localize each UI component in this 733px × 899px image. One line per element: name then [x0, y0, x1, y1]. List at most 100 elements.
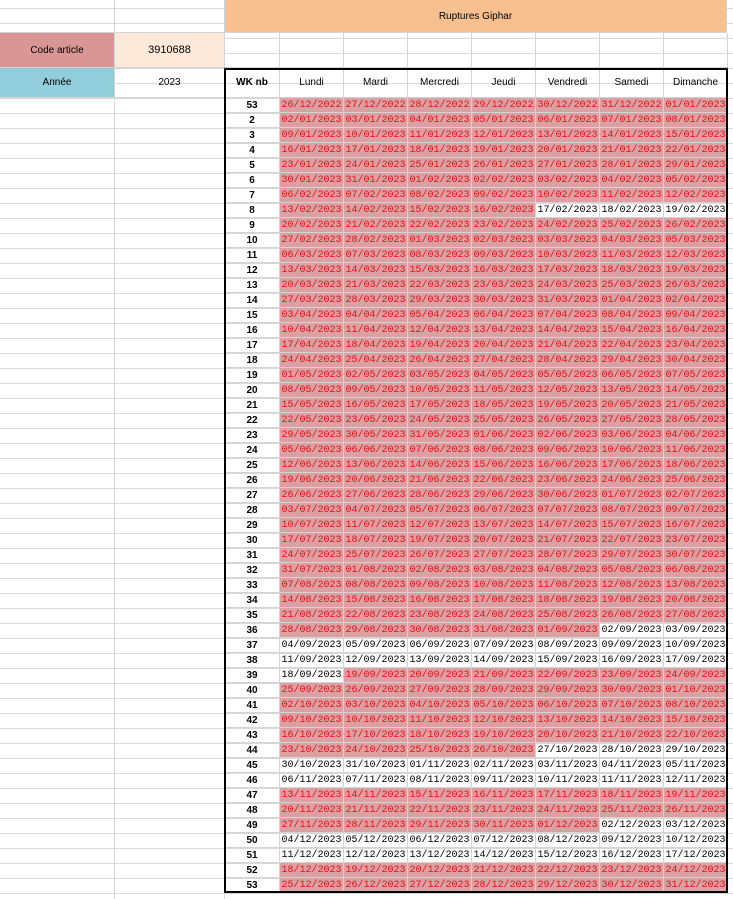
date-rupture: 25/10/2023 [408, 743, 472, 758]
date-rupture: 21/10/2023 [600, 728, 664, 743]
week-number: 25 [225, 458, 280, 473]
date-rupture: 01/01/2023 [664, 98, 728, 113]
date-rupture: 26/12/2022 [280, 98, 344, 113]
date-rupture: 12/01/2023 [472, 128, 536, 143]
date-rupture: 14/08/2023 [280, 593, 344, 608]
date: 06/11/2023 [280, 773, 344, 788]
date-rupture: 28/12/2022 [408, 98, 472, 113]
date: 03/11/2023 [536, 758, 600, 773]
date-rupture: 21/12/2023 [472, 863, 536, 878]
date-rupture: 26/10/2023 [472, 743, 536, 758]
date-rupture: 05/03/2023 [664, 233, 728, 248]
date-rupture: 02/06/2023 [536, 428, 600, 443]
date-rupture: 01/10/2023 [664, 683, 728, 698]
date: 09/12/2023 [600, 833, 664, 848]
date-rupture: 10/10/2023 [344, 713, 408, 728]
date-rupture: 12/05/2023 [536, 383, 600, 398]
date-rupture: 01/02/2023 [408, 173, 472, 188]
date-rupture: 16/03/2023 [472, 263, 536, 278]
date-rupture: 26/12/2023 [344, 878, 408, 893]
week-number: 52 [225, 863, 280, 878]
date-rupture: 30/03/2023 [472, 293, 536, 308]
date-rupture: 14/04/2023 [536, 323, 600, 338]
date-rupture: 15/01/2023 [664, 128, 728, 143]
day-header: Vendredi [536, 68, 600, 98]
date-rupture: 01/06/2023 [472, 428, 536, 443]
date-rupture: 20/06/2023 [344, 473, 408, 488]
date-rupture: 28/07/2023 [536, 548, 600, 563]
week-number: 11 [225, 248, 280, 263]
date-rupture: 31/08/2023 [472, 623, 536, 638]
date-rupture: 19/03/2023 [664, 263, 728, 278]
date: 08/11/2023 [408, 773, 472, 788]
date-rupture: 03/01/2023 [344, 113, 408, 128]
date-rupture: 19/01/2023 [472, 143, 536, 158]
date-rupture: 24/01/2023 [344, 158, 408, 173]
date-rupture: 23/12/2023 [600, 863, 664, 878]
date: 02/12/2023 [600, 818, 664, 833]
date-rupture: 06/10/2023 [536, 698, 600, 713]
week-number: 21 [225, 398, 280, 413]
date-rupture: 09/08/2023 [408, 578, 472, 593]
date-rupture: 05/10/2023 [472, 698, 536, 713]
week-number: 31 [225, 548, 280, 563]
date-rupture: 29/12/2023 [536, 878, 600, 893]
day-header: Samedi [600, 68, 664, 98]
date-rupture: 09/05/2023 [344, 383, 408, 398]
date-rupture: 25/07/2023 [344, 548, 408, 563]
date-rupture: 27/07/2023 [472, 548, 536, 563]
date-rupture: 22/10/2023 [664, 728, 728, 743]
date-rupture: 31/07/2023 [280, 563, 344, 578]
date: 19/02/2023 [664, 203, 728, 218]
date-rupture: 10/07/2023 [280, 518, 344, 533]
date-rupture: 04/08/2023 [536, 563, 600, 578]
date-rupture: 12/07/2023 [408, 518, 472, 533]
date-rupture: 23/07/2023 [664, 533, 728, 548]
date-rupture: 31/12/2022 [600, 98, 664, 113]
date-rupture: 09/07/2023 [664, 503, 728, 518]
date-rupture: 16/04/2023 [664, 323, 728, 338]
date-rupture: 02/01/2023 [280, 113, 344, 128]
date: 14/12/2023 [472, 848, 536, 863]
date-rupture: 14/11/2023 [344, 788, 408, 803]
date-rupture: 10/01/2023 [344, 128, 408, 143]
date-rupture: 15/05/2023 [280, 398, 344, 413]
week-number: 46 [225, 773, 280, 788]
date-rupture: 20/08/2023 [664, 593, 728, 608]
date-rupture: 24/03/2023 [536, 278, 600, 293]
date-rupture: 24/06/2023 [600, 473, 664, 488]
date-rupture: 27/06/2023 [344, 488, 408, 503]
week-number: 4 [225, 143, 280, 158]
date: 29/10/2023 [664, 743, 728, 758]
date-rupture: 13/11/2023 [280, 788, 344, 803]
date-rupture: 27/09/2023 [408, 683, 472, 698]
week-number: 47 [225, 788, 280, 803]
date-rupture: 12/10/2023 [472, 713, 536, 728]
date: 08/09/2023 [536, 638, 600, 653]
date-rupture: 20/12/2023 [408, 863, 472, 878]
date-rupture: 03/02/2023 [536, 173, 600, 188]
date-rupture: 27/05/2023 [600, 413, 664, 428]
column-line [114, 98, 115, 899]
date-rupture: 05/06/2023 [280, 443, 344, 458]
code-value: 3910688 [115, 33, 225, 68]
date-rupture: 28/06/2023 [408, 488, 472, 503]
week-number: 7 [225, 188, 280, 203]
date-rupture: 19/12/2023 [344, 863, 408, 878]
date-rupture: 02/05/2023 [344, 368, 408, 383]
date-rupture: 29/07/2023 [600, 548, 664, 563]
year-label: Année [0, 68, 115, 98]
date-rupture: 16/11/2023 [472, 788, 536, 803]
date-rupture: 06/06/2023 [344, 443, 408, 458]
week-number: 12 [225, 263, 280, 278]
date-rupture: 22/08/2023 [344, 608, 408, 623]
date: 11/12/2023 [280, 848, 344, 863]
date-rupture: 21/09/2023 [472, 668, 536, 683]
date-rupture: 19/06/2023 [280, 473, 344, 488]
date-rupture: 06/08/2023 [664, 563, 728, 578]
date-rupture: 23/09/2023 [600, 668, 664, 683]
date-rupture: 01/09/2023 [536, 623, 600, 638]
date: 12/09/2023 [344, 653, 408, 668]
date-rupture: 29/06/2023 [472, 488, 536, 503]
